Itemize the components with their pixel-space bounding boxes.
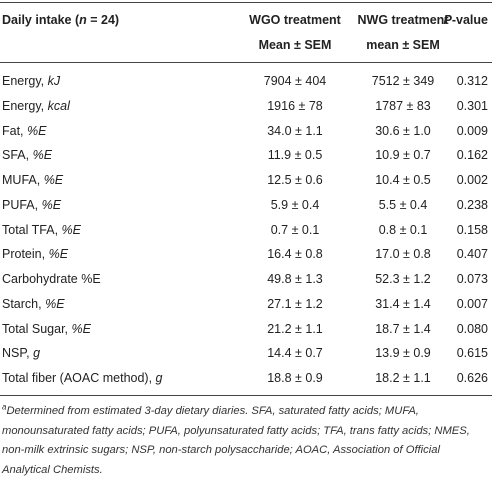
cell-nwg: 18.7 ± 1.4: [375, 321, 431, 336]
cell-p: 0.238: [456, 197, 488, 212]
header-col2: mean ± SEM: [366, 38, 440, 52]
cell-p: 0.301: [456, 98, 488, 113]
row-label: Total fiber (AOAC method), g: [2, 370, 163, 386]
row-label: Energy, kJ: [2, 73, 60, 89]
cell-nwg: 7512 ± 349: [371, 74, 435, 88]
row-name: Energy,: [2, 74, 45, 88]
row-name: Fat,: [2, 123, 24, 138]
cell-wgo: 12.5 ± 0.6: [267, 173, 323, 187]
row-name: SFA,: [2, 148, 30, 163]
cell-wgo: 14.4 ± 0.7: [267, 346, 323, 361]
row-unit: %E: [61, 222, 81, 237]
row-unit: kcal: [47, 98, 70, 113]
header-col3: P-value: [444, 12, 488, 28]
row-unit: %E: [43, 173, 64, 187]
row-name: NSP,: [2, 346, 30, 361]
cell-wgo: 11.9 ± 0.5: [267, 148, 323, 163]
row-name: Carbohydrate %E: [2, 272, 101, 286]
cell-wgo: 16.4 ± 0.8: [267, 247, 323, 262]
cell-p: 0.073: [456, 272, 488, 286]
row-name: PUFA,: [2, 197, 39, 212]
cell-nwg: 30.6 ± 1.0: [375, 123, 431, 138]
cell-nwg: 52.3 ± 1.2: [375, 272, 431, 286]
cell-nwg: 18.2 ± 1.1: [375, 371, 431, 385]
cell-nwg: 17.0 ± 0.8: [375, 247, 431, 262]
row-label: Total TFA, %E: [2, 222, 81, 238]
row-label: Energy, kcal: [2, 98, 70, 114]
row-unit: %E: [41, 197, 62, 212]
cell-wgo: 5.9 ± 0.4: [270, 197, 320, 212]
row-name: Protein,: [2, 247, 46, 262]
header-col1: Mean ± SEM: [258, 38, 332, 52]
cell-nwg: 10.9 ± 0.7: [375, 148, 431, 163]
header-text: n: [79, 13, 87, 27]
row-unit: %E: [32, 148, 53, 163]
row-label: PUFA, %E: [2, 197, 61, 213]
row-label: MUFA, %E: [2, 172, 63, 188]
cell-p: 0.007: [456, 296, 488, 311]
cell-nwg: 5.5 ± 0.4: [378, 197, 428, 212]
row-label: Starch, %E: [2, 296, 65, 312]
cell-p: 0.080: [456, 321, 488, 336]
row-name: Total fiber (AOAC method),: [2, 371, 153, 385]
row-unit: g: [155, 371, 163, 385]
cell-wgo: 18.8 ± 0.9: [267, 371, 323, 385]
header-text: Daily intake (: [2, 13, 80, 27]
row-label: Total Sugar, %E: [2, 321, 91, 337]
cell-nwg: 31.4 ± 1.4: [375, 296, 431, 311]
row-name: Starch,: [2, 296, 42, 311]
cell-p: 0.626: [456, 371, 488, 385]
header-text: P: [443, 13, 452, 27]
cell-p: 0.407: [456, 247, 488, 262]
header-text: = 24): [86, 13, 120, 27]
header-text: -value: [451, 13, 488, 27]
cell-wgo: 21.2 ± 1.1: [267, 321, 323, 336]
cell-nwg: 1787 ± 83: [375, 98, 431, 113]
cell-p: 0.158: [456, 222, 488, 237]
row-label: Fat, %E: [2, 123, 46, 139]
cell-wgo: 27.1 ± 1.2: [267, 296, 323, 311]
row-name: MUFA,: [2, 173, 41, 187]
row-label: Protein, %E: [2, 246, 68, 262]
top-rule: [0, 2, 492, 3]
cell-p: 0.615: [456, 346, 488, 361]
footnote-marker: a: [2, 402, 7, 412]
cell-wgo: 49.8 ± 1.3: [267, 272, 323, 286]
header-col2: NWG treatment: [357, 13, 449, 27]
row-unit: %E: [45, 296, 65, 311]
cell-p: 0.002: [456, 173, 488, 187]
cell-wgo: 0.7 ± 0.1: [270, 222, 320, 237]
cell-wgo: 34.0 ± 1.1: [267, 123, 323, 138]
cell-nwg: 0.8 ± 0.1: [378, 222, 428, 237]
row-unit: %E: [48, 247, 69, 262]
row-name: Energy,: [2, 98, 45, 113]
row-label: SFA, %E: [2, 147, 52, 163]
header-col0: Daily intake (n = 24): [2, 12, 119, 28]
cell-p: 0.162: [456, 148, 488, 163]
header-col1: WGO treatment: [249, 13, 341, 27]
row-name: Total Sugar,: [2, 321, 69, 336]
cell-p: 0.009: [456, 123, 488, 138]
bottom-rule: [0, 395, 492, 396]
footnote-text: Determined from estimated 3-day dietary …: [2, 405, 470, 476]
cell-wgo: 1916 ± 78: [267, 98, 323, 113]
row-unit: g: [33, 346, 41, 361]
footnote: aDetermined from estimated 3-day dietary…: [2, 402, 490, 480]
row-unit: %E: [71, 321, 91, 336]
header-rule: [0, 62, 492, 63]
cell-wgo: 7904 ± 404: [263, 74, 327, 88]
row-label: Carbohydrate %E: [2, 271, 101, 287]
cell-p: 0.312: [456, 74, 488, 88]
row-unit: %E: [27, 123, 47, 138]
row-label: NSP, g: [2, 345, 40, 361]
row-name: Total TFA,: [2, 222, 59, 237]
row-unit: kJ: [47, 74, 61, 88]
cell-nwg: 10.4 ± 0.5: [375, 173, 431, 187]
cell-nwg: 13.9 ± 0.9: [375, 346, 431, 361]
